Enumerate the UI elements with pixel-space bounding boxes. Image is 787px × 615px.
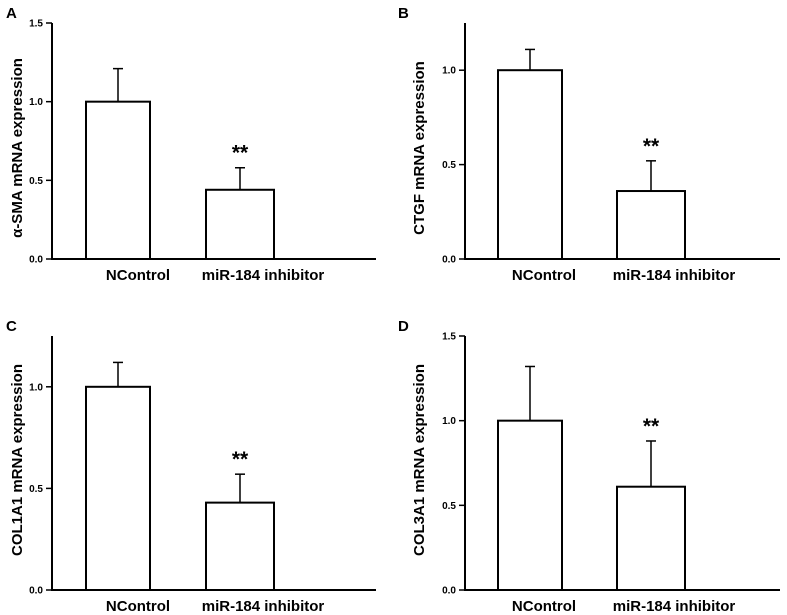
bar bbox=[85, 100, 151, 260]
chart-panel-a: Aα-SMA mRNA expression 0.0 0.5 1.0 1.5 NContr… bbox=[6, 5, 376, 284]
panel-letter: B bbox=[398, 5, 409, 22]
y-tick-label: 0.0 bbox=[29, 255, 43, 266]
y-axis-label: α-SMA mRNA expression bbox=[9, 58, 26, 238]
panel-letter: A bbox=[6, 5, 17, 22]
panel-letter: D bbox=[398, 318, 409, 335]
chart-panel-b: B CTGF mRNA expression 0.0 0.5 1.0 NControl **… bbox=[398, 5, 780, 284]
significance-marker: ** bbox=[643, 135, 660, 158]
bar bbox=[497, 69, 563, 260]
bar bbox=[205, 501, 275, 591]
significance-marker: ** bbox=[232, 142, 249, 165]
bar bbox=[616, 190, 686, 260]
chart-panel-d: D COL3A1 mRNA expression 0.0 0.5 1.0 1.5 NCont… bbox=[398, 318, 780, 615]
y-tick-label: 0.5 bbox=[29, 484, 43, 495]
y-axis-label: COL1A1 mRNA expression bbox=[9, 364, 26, 556]
x-tick-label: miR-184 inhibitor bbox=[202, 598, 325, 615]
x-tick-label: NControl bbox=[106, 267, 170, 284]
y-tick-label: 1.0 bbox=[29, 97, 43, 108]
y-tick-label: 0.5 bbox=[442, 160, 456, 171]
y-tick-label: 1.5 bbox=[442, 332, 456, 343]
y-axis-label: CTGF mRNA expression bbox=[411, 61, 428, 235]
x-tick-label: miR-184 inhibitor bbox=[202, 267, 325, 284]
significance-marker: ** bbox=[643, 415, 660, 438]
bar bbox=[616, 485, 686, 591]
x-tick-label: miR-184 inhibitor bbox=[613, 267, 736, 284]
bar bbox=[205, 188, 275, 260]
y-tick-label: 1.0 bbox=[442, 66, 456, 77]
y-tick-label: 1.0 bbox=[442, 416, 456, 427]
x-tick-label: NControl bbox=[106, 598, 170, 615]
significance-marker: ** bbox=[232, 448, 249, 471]
x-tick-label: NControl bbox=[512, 598, 576, 615]
y-tick-label: 1.0 bbox=[29, 382, 43, 393]
chart-panel-c: C COL1A1 mRNA expression 0.0 0.5 1.0 NControl… bbox=[6, 318, 376, 615]
y-tick-label: 0.5 bbox=[29, 176, 43, 187]
bar bbox=[85, 385, 151, 591]
x-tick-label: miR-184 inhibitor bbox=[613, 598, 736, 615]
x-tick-label: NControl bbox=[512, 267, 576, 284]
y-tick-label: 0.0 bbox=[442, 255, 456, 266]
y-tick-label: 0.0 bbox=[29, 586, 43, 597]
bar bbox=[497, 419, 563, 591]
y-tick-label: 0.0 bbox=[442, 586, 456, 597]
y-tick-label: 0.5 bbox=[442, 501, 456, 512]
panel-letter: C bbox=[6, 318, 17, 335]
y-tick-label: 1.5 bbox=[29, 19, 43, 30]
y-axis-label: COL3A1 mRNA expression bbox=[411, 364, 428, 556]
